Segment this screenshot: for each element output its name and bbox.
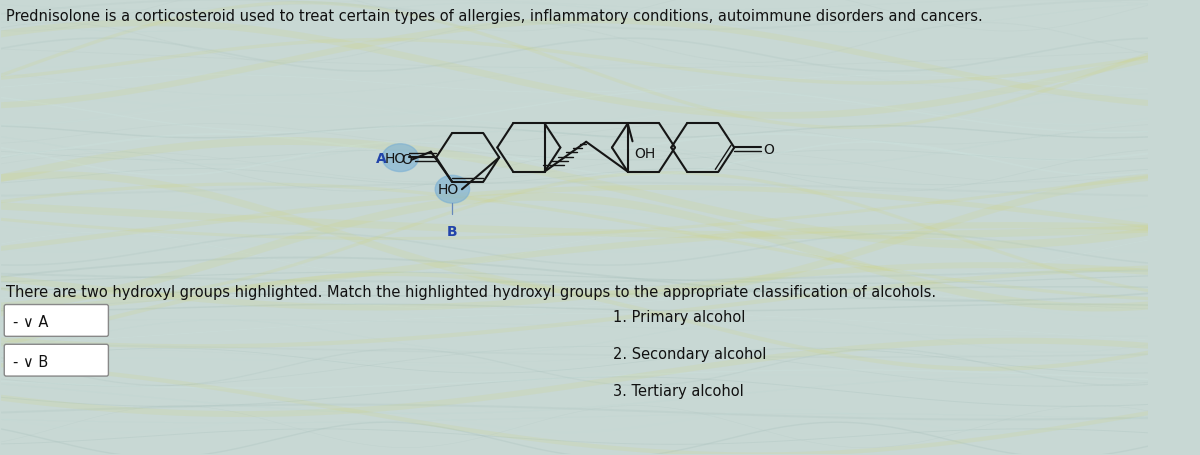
Text: - ∨ A: - ∨ A bbox=[13, 314, 48, 329]
Text: 3. Tertiary alcohol: 3. Tertiary alcohol bbox=[613, 383, 744, 398]
Ellipse shape bbox=[382, 144, 419, 172]
Text: B: B bbox=[448, 224, 457, 238]
Text: 1. Primary alcohol: 1. Primary alcohol bbox=[613, 309, 745, 324]
Text: A: A bbox=[376, 152, 386, 165]
FancyBboxPatch shape bbox=[5, 344, 108, 376]
Text: O: O bbox=[763, 143, 774, 157]
Text: OH: OH bbox=[635, 147, 655, 161]
Text: HO: HO bbox=[438, 183, 460, 197]
Text: HO: HO bbox=[385, 152, 407, 165]
Text: O: O bbox=[401, 153, 413, 167]
Text: 2. Secondary alcohol: 2. Secondary alcohol bbox=[613, 346, 767, 361]
Text: There are two hydroxyl groups highlighted. Match the highlighted hydroxyl groups: There are two hydroxyl groups highlighte… bbox=[6, 284, 936, 299]
Text: Prednisolone is a corticosteroid used to treat certain types of allergies, infla: Prednisolone is a corticosteroid used to… bbox=[6, 9, 983, 24]
Text: - ∨ B: - ∨ B bbox=[13, 354, 48, 369]
FancyBboxPatch shape bbox=[5, 305, 108, 337]
Ellipse shape bbox=[436, 176, 469, 204]
